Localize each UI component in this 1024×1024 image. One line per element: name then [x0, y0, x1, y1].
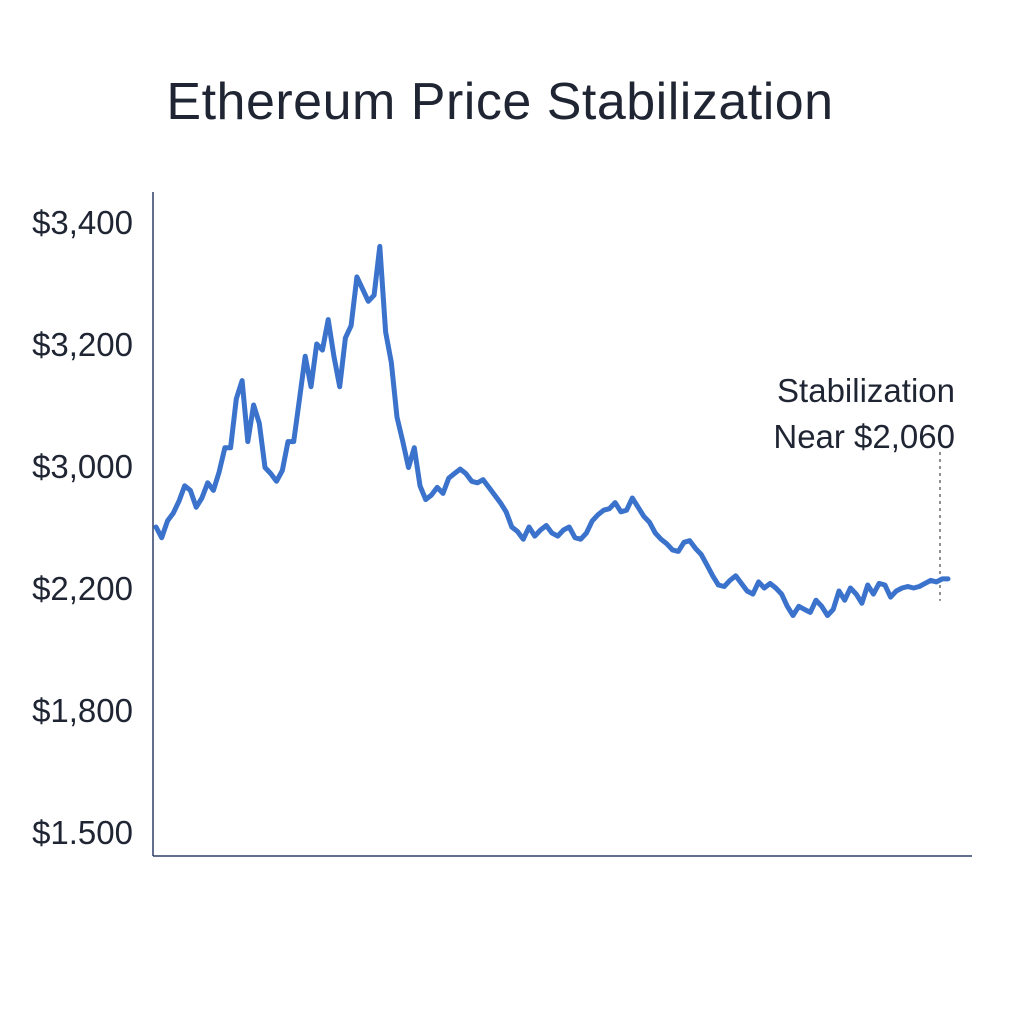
y-tick-label: $2,200 — [32, 570, 133, 607]
y-axis-tick-labels: $3,400 $3,200 $3,000 $2,200 $1,800 $1.500 — [32, 204, 133, 851]
y-tick-label: $1,800 — [32, 692, 133, 729]
annotation-line-2: Near $2,060 — [773, 418, 955, 455]
y-tick-label: $3,000 — [32, 448, 133, 485]
y-tick-label: $1.500 — [32, 814, 133, 851]
annotation-line-1: Stabilization — [777, 372, 955, 409]
price-series-line — [153, 243, 951, 618]
y-tick-label: $3,200 — [32, 326, 133, 363]
chart-title: Ethereum Price Stabilization — [166, 73, 834, 131]
y-tick-label: $3,400 — [32, 204, 133, 241]
